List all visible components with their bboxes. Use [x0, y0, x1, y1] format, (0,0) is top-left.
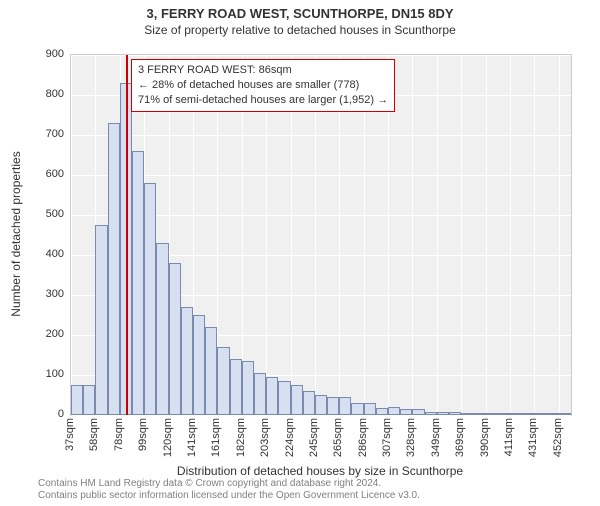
x-tick-label: 452sqm — [552, 418, 564, 457]
y-axis-title: Number of detached properties — [9, 151, 23, 316]
histogram-bar — [169, 263, 181, 415]
histogram-bar — [181, 307, 193, 415]
histogram-bar — [144, 183, 156, 415]
histogram-bar — [449, 412, 461, 415]
histogram-bar — [339, 397, 351, 415]
histogram-bar — [242, 361, 254, 415]
x-tick-label: 182sqm — [235, 418, 247, 457]
x-tick-label: 120sqm — [162, 418, 174, 457]
histogram-bar — [351, 403, 363, 415]
x-tick-label: 141sqm — [186, 418, 198, 457]
histogram-bar — [534, 413, 546, 415]
histogram-bar — [412, 409, 424, 415]
histogram-bar — [230, 359, 242, 415]
histogram-bar — [327, 397, 339, 415]
x-tick-label: 411sqm — [503, 418, 515, 456]
y-tick-label: 600 — [24, 168, 64, 180]
y-tick-label: 0 — [24, 408, 64, 420]
histogram-bar — [71, 385, 83, 415]
x-tick-label: 390sqm — [479, 418, 491, 457]
histogram-bar — [303, 391, 315, 415]
y-tick-label: 700 — [24, 128, 64, 140]
gridline-h — [71, 415, 571, 416]
footnote-line1: Contains HM Land Registry data © Crown c… — [38, 478, 420, 490]
plot-wrap: 3 FERRY ROAD WEST: 86sqm← 28% of detache… — [70, 54, 570, 414]
x-tick-label: 328sqm — [405, 418, 417, 457]
histogram-bar — [388, 407, 400, 415]
footnote: Contains HM Land Registry data © Crown c… — [38, 478, 420, 502]
histogram-bar — [522, 413, 534, 415]
marker-line — [126, 55, 128, 415]
footnote-line2: Contains public sector information licen… — [38, 490, 420, 502]
x-tick-label: 224sqm — [284, 418, 296, 457]
histogram-bar — [132, 151, 144, 415]
histogram-bar — [266, 377, 278, 415]
annotation-line3: 71% of semi-detached houses are larger (… — [138, 93, 388, 108]
histogram-bar — [510, 413, 522, 415]
y-tick-label: 100 — [24, 368, 64, 380]
histogram-bar — [95, 225, 107, 415]
x-tick-label: 161sqm — [210, 418, 222, 457]
histogram-bar — [278, 381, 290, 415]
x-tick-label: 99sqm — [137, 418, 149, 451]
histogram-bar — [437, 412, 449, 415]
chart-subtitle: Size of property relative to detached ho… — [0, 23, 600, 37]
annotation-line1: 3 FERRY ROAD WEST: 86sqm — [138, 63, 388, 78]
x-tick-label: 58sqm — [88, 418, 100, 451]
histogram-bar — [547, 413, 559, 415]
histogram-bar — [83, 385, 95, 415]
x-axis-title: Distribution of detached houses by size … — [70, 464, 570, 478]
histogram-bar — [425, 412, 437, 415]
histogram-bar — [376, 408, 388, 415]
y-tick-label: 200 — [24, 328, 64, 340]
x-tick-label: 78sqm — [113, 418, 125, 451]
histogram-bar — [156, 243, 168, 415]
histogram-bar — [400, 409, 412, 415]
y-tick-label: 300 — [24, 288, 64, 300]
chart-title: 3, FERRY ROAD WEST, SCUNTHORPE, DN15 8DY — [0, 6, 600, 21]
plot-area: 3 FERRY ROAD WEST: 86sqm← 28% of detache… — [70, 54, 572, 416]
histogram-bar — [254, 373, 266, 415]
x-tick-label: 431sqm — [527, 418, 539, 457]
x-tick-label: 286sqm — [357, 418, 369, 457]
x-tick-label: 203sqm — [259, 418, 271, 457]
annotation-line2: ← 28% of detached houses are smaller (77… — [138, 78, 388, 93]
histogram-bar — [559, 413, 571, 415]
x-tick-label: 369sqm — [454, 418, 466, 457]
y-tick-label: 800 — [24, 88, 64, 100]
x-tick-label: 307sqm — [381, 418, 393, 457]
y-tick-label: 500 — [24, 208, 64, 220]
histogram-bar — [205, 327, 217, 415]
annotation-box: 3 FERRY ROAD WEST: 86sqm← 28% of detache… — [131, 59, 395, 112]
histogram-bar — [461, 413, 473, 415]
x-tick-label: 349sqm — [430, 418, 442, 457]
x-tick-label: 37sqm — [64, 418, 76, 451]
histogram-bar — [217, 347, 229, 415]
x-tick-label: 265sqm — [332, 418, 344, 457]
histogram-bar — [486, 413, 498, 415]
histogram-bar — [315, 395, 327, 415]
y-tick-label: 400 — [24, 248, 64, 260]
histogram-bar — [473, 413, 485, 415]
histogram-bar — [108, 123, 120, 415]
x-tick-label: 245sqm — [308, 418, 320, 457]
histogram-bar — [498, 413, 510, 415]
y-tick-label: 900 — [24, 48, 64, 60]
histogram-bar — [193, 315, 205, 415]
histogram-bar — [291, 385, 303, 415]
histogram-bar — [364, 403, 376, 415]
